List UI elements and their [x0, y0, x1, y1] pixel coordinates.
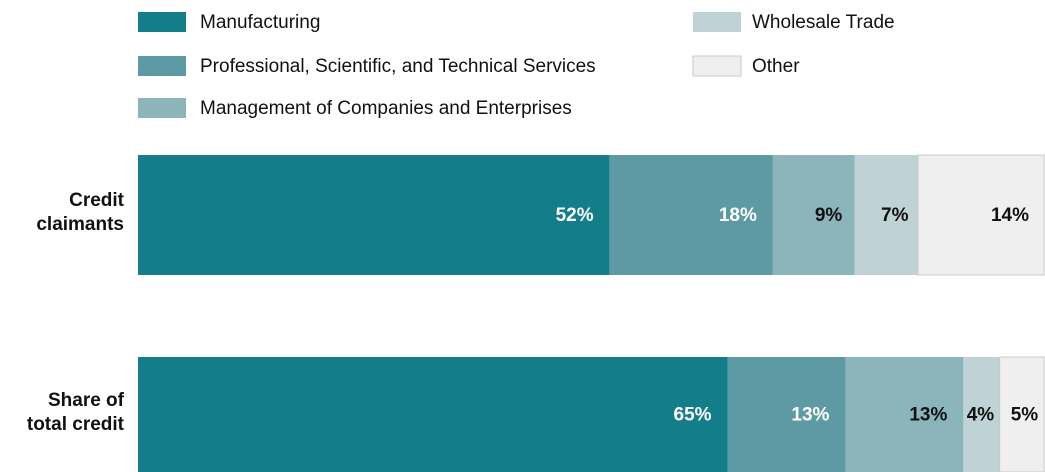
category-label: Credit claimants	[36, 190, 124, 235]
data-label: 13%	[909, 405, 947, 426]
bar-segment	[138, 155, 610, 275]
legend-label: Manufacturing	[200, 12, 320, 33]
bar-segment	[138, 357, 728, 472]
legend-swatch	[138, 12, 186, 32]
data-label: 5%	[1011, 405, 1039, 426]
legend-label: Wholesale Trade	[752, 12, 895, 33]
data-label: 18%	[719, 205, 757, 226]
legend-swatch	[138, 56, 186, 76]
bar-segment	[609, 155, 773, 275]
data-label: 52%	[556, 205, 594, 226]
legend-label: Other	[752, 56, 800, 77]
legend-label: Management of Companies and Enterprises	[200, 98, 572, 119]
data-label: 65%	[674, 405, 712, 426]
bar-segment	[917, 154, 1045, 276]
bar-segment	[854, 155, 919, 275]
legend-swatch	[692, 55, 742, 77]
legend-swatch	[138, 98, 186, 118]
bar-segment	[845, 357, 964, 472]
legend-label: Professional, Scientific, and Technical …	[200, 56, 596, 77]
data-label: 4%	[967, 405, 995, 426]
category-label: Share of total credit	[26, 389, 124, 435]
bar-segment	[999, 356, 1045, 472]
data-label: 14%	[991, 205, 1029, 226]
bar-segment	[963, 357, 1000, 472]
bar-segment	[772, 155, 855, 275]
bar-segment	[727, 357, 846, 472]
legend-swatch	[693, 12, 741, 32]
data-label: 13%	[791, 405, 829, 426]
data-label: 9%	[815, 205, 843, 226]
data-label: 7%	[881, 205, 909, 226]
